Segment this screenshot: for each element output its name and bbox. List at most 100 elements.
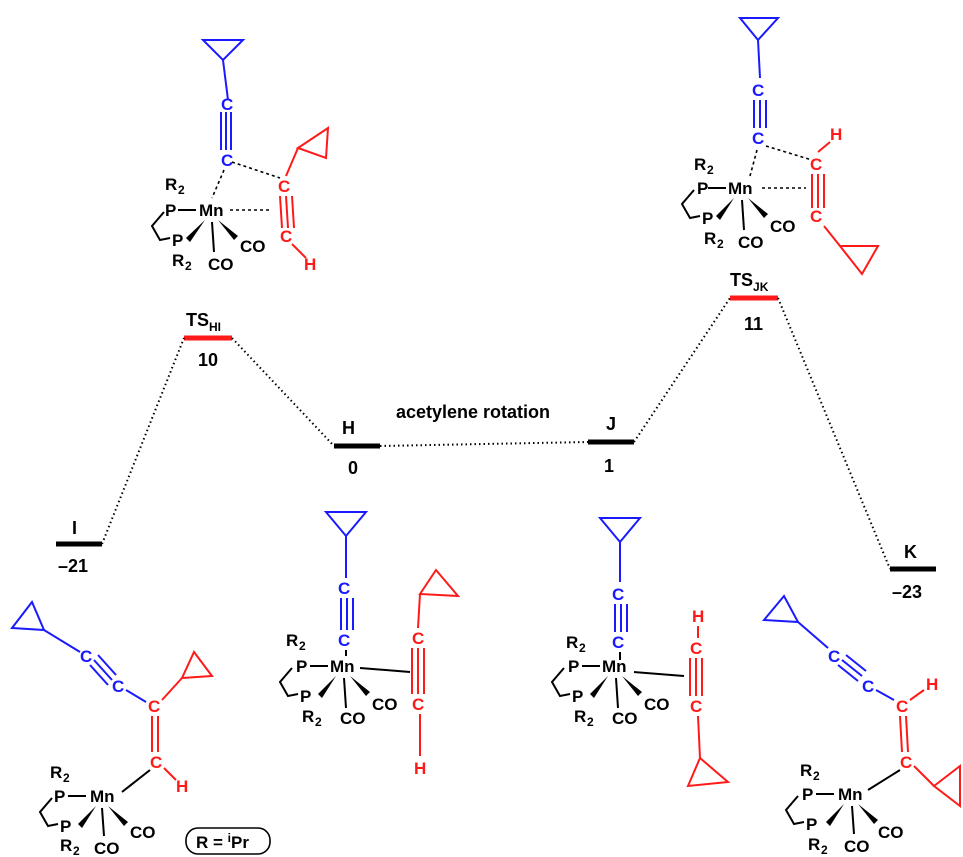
atom-p: P: [54, 787, 65, 806]
note-r-ipr: R = iPr: [185, 827, 271, 855]
atom-h: H: [692, 607, 704, 626]
atom-c: C: [412, 629, 424, 648]
atom-r: R: [165, 175, 177, 194]
atom-p: P: [802, 785, 813, 804]
subscript-2: 2: [821, 843, 828, 857]
atom-c: C: [412, 695, 424, 714]
structure-H: C C C C H Mn P R 2 P R 2 CO CO: [278, 511, 461, 778]
atom-c: C: [278, 177, 290, 196]
atom-co: CO: [94, 839, 120, 857]
subscript-2: 2: [178, 183, 185, 197]
atom-mn: Mn: [90, 787, 115, 806]
atom-p: P: [572, 687, 583, 706]
atom-c: C: [148, 697, 160, 716]
label-TS-JK: TSJK: [730, 270, 769, 294]
atom-r: R: [60, 836, 72, 855]
label-K: K: [904, 542, 917, 562]
atom-h: H: [304, 255, 316, 274]
atom-co: CO: [770, 217, 796, 236]
atom-c: C: [80, 647, 92, 666]
subscript-2: 2: [185, 259, 192, 273]
atom-p: P: [300, 687, 311, 706]
atom-p: P: [702, 209, 713, 228]
atom-p: P: [60, 817, 71, 836]
subscript-2: 2: [707, 163, 714, 177]
label-I: I: [72, 518, 77, 538]
subscript-2: 2: [813, 769, 820, 783]
connectors: [101, 297, 891, 570]
subscript-2: 2: [299, 639, 306, 653]
atom-c: C: [828, 647, 840, 666]
atom-co: CO: [208, 255, 234, 274]
atom-co: CO: [240, 237, 266, 256]
atom-c: C: [752, 81, 764, 100]
atom-c: C: [862, 677, 874, 696]
atom-c: C: [338, 579, 350, 598]
atom-c: C: [612, 633, 624, 652]
atom-c: C: [612, 585, 624, 604]
atom-co: CO: [130, 823, 156, 842]
atom-co: CO: [844, 837, 870, 856]
atom-c: C: [900, 753, 912, 772]
atom-c: C: [810, 207, 822, 226]
atom-r: R: [800, 761, 812, 780]
atom-co: CO: [738, 233, 764, 252]
energy-TS-HI: 10: [198, 350, 218, 370]
atom-c: C: [112, 677, 124, 696]
atom-h: H: [414, 759, 426, 778]
atom-co: CO: [612, 709, 638, 728]
energy-I: –21: [58, 556, 88, 576]
energy-H: 0: [348, 458, 358, 478]
atom-c: C: [150, 753, 162, 772]
atom-p: P: [806, 815, 817, 834]
subscript-2: 2: [717, 237, 724, 251]
energy-J: 1: [604, 456, 614, 476]
atom-mn: Mn: [728, 179, 753, 198]
atom-c: C: [810, 155, 822, 174]
atom-c: C: [690, 697, 702, 716]
atom-p: P: [568, 657, 579, 676]
subscript-2: 2: [63, 771, 70, 785]
atom-mn: Mn: [330, 657, 355, 676]
atom-co: CO: [878, 823, 904, 842]
atom-co: CO: [644, 695, 670, 714]
atom-r: R: [566, 633, 578, 652]
subscript-2: 2: [587, 715, 594, 729]
atom-h: H: [926, 675, 938, 694]
atom-r: R: [574, 707, 586, 726]
atom-r: R: [694, 155, 706, 174]
atom-mn: Mn: [838, 785, 863, 804]
atom-p: P: [172, 231, 183, 250]
energy-TS-JK: 11: [744, 314, 763, 334]
atom-c: C: [690, 639, 702, 658]
label-TS-HI: TSHI: [186, 310, 221, 334]
atom-mn: Mn: [199, 201, 224, 220]
annotation-acetylene-rotation: acetylene rotation: [396, 402, 550, 422]
atom-r: R: [808, 835, 820, 854]
structure-I: C C C C H Mn P R 2 P R 2 CO CO: [10, 600, 214, 857]
atom-c: C: [280, 227, 292, 246]
subscript-2: 2: [315, 715, 322, 729]
atom-r: R: [704, 229, 716, 248]
energy-K: –23: [892, 582, 922, 602]
label-J: J: [606, 414, 616, 434]
atom-r: R: [50, 763, 62, 782]
atom-co: CO: [340, 709, 366, 728]
atom-r: R: [302, 707, 314, 726]
atom-p: P: [296, 657, 307, 676]
atom-mn: Mn: [602, 657, 627, 676]
subscript-2: 2: [579, 641, 586, 655]
atom-c: C: [896, 697, 908, 716]
structure-TS-JK: C C H C C Mn P R 2 P R 2 CO CO: [680, 17, 880, 276]
label-H: H: [342, 418, 355, 438]
structure-K: C C C H C Mn P R 2 P R 2 CO CO: [761, 594, 961, 857]
atom-p: P: [697, 179, 708, 198]
structure-TS-HI: C C C C H Mn P R 2 P R 2 CO CO: [150, 39, 330, 274]
atom-c: C: [338, 631, 350, 650]
structure-J: C C H C C Mn P R 2 P R 2 CO CO: [550, 517, 731, 788]
atom-p: P: [165, 201, 176, 220]
atom-r: R: [286, 631, 298, 650]
atom-co: CO: [372, 695, 398, 714]
atom-c: C: [221, 95, 233, 114]
